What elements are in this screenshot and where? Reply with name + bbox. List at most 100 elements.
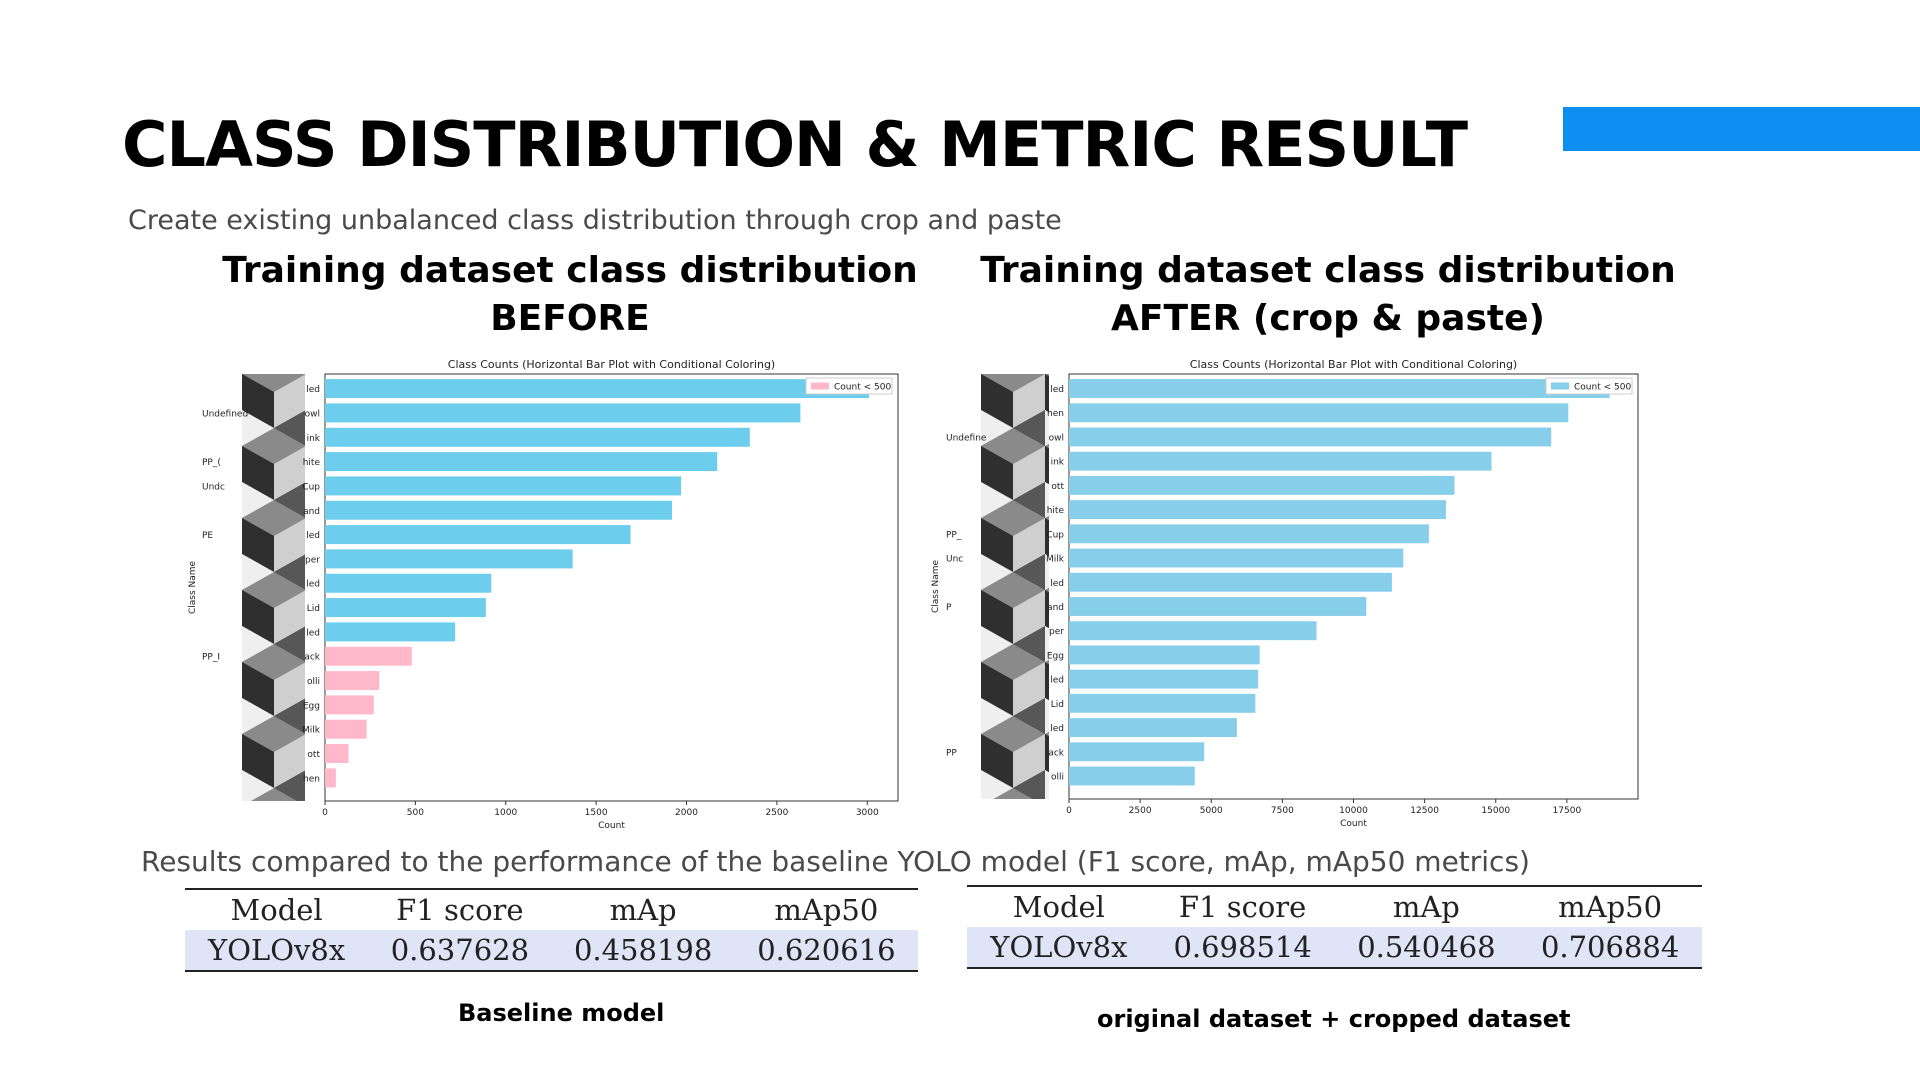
bar xyxy=(325,452,718,472)
x-tick-label: 0 xyxy=(322,808,328,818)
heading-after: Training dataset class distribution AFTE… xyxy=(928,247,1728,343)
cell-map50: 0.620616 xyxy=(757,933,896,967)
category-label: led xyxy=(1050,579,1064,589)
heading-before-line2: BEFORE xyxy=(490,298,650,339)
category-label: and xyxy=(1047,603,1064,613)
x-tick-label: 1000 xyxy=(494,808,517,818)
heading-before-line1: Training dataset class distribution xyxy=(222,250,918,291)
bar xyxy=(1069,669,1259,689)
bar xyxy=(1069,621,1317,641)
bar xyxy=(1069,500,1446,520)
caption-baseline: Baseline model xyxy=(458,999,665,1027)
category-label: Milk xyxy=(302,726,321,736)
slide-title: CLASS DISTRIBUTION & METRIC RESULT xyxy=(122,108,1468,181)
chart-before: Class Counts (Horizontal Bar Plot with C… xyxy=(188,358,899,831)
bar xyxy=(1069,427,1552,447)
category-label: hite xyxy=(1047,506,1065,516)
x-axis-label: Count xyxy=(598,821,625,831)
x-tick-label: 2000 xyxy=(675,808,698,818)
caption-crop: original dataset + cropped dataset xyxy=(1097,1005,1571,1033)
x-tick-label: 1500 xyxy=(585,808,608,818)
chart-after: Class Counts (Horizontal Bar Plot with C… xyxy=(931,358,1639,829)
bar xyxy=(325,549,573,569)
header-model: Model xyxy=(230,893,323,927)
category-label-left: PP_ xyxy=(946,530,962,540)
cell-f1: 0.698514 xyxy=(1173,930,1312,964)
table-row: YOLOv8x 0.637628 0.458198 0.620616 xyxy=(185,930,918,971)
bar xyxy=(325,500,673,520)
label-image-strip xyxy=(981,374,1049,799)
slide-subtitle: Create existing unbalanced class distrib… xyxy=(128,205,1062,236)
category-label: led xyxy=(306,628,320,638)
bar xyxy=(325,695,374,715)
metrics-table-crop: Model F1 score mAp mAp50 YOLOv8x 0.69851… xyxy=(967,885,1702,969)
table-header-row: Model F1 score mAp mAp50 xyxy=(185,889,918,930)
category-label: led xyxy=(306,531,320,541)
legend-box xyxy=(805,377,893,395)
bar xyxy=(325,744,349,764)
legend-label: Count < 500 xyxy=(1574,383,1631,393)
x-tick-label: 500 xyxy=(407,808,424,818)
legend-label: Count < 500 xyxy=(834,383,891,393)
category-label: led xyxy=(1050,676,1064,686)
bar xyxy=(325,427,750,447)
header-map: mAp xyxy=(1392,890,1460,924)
table-row: YOLOv8x 0.698514 0.540468 0.706884 xyxy=(967,927,1702,968)
category-label: ack xyxy=(1048,748,1064,758)
category-label-left: PP xyxy=(946,748,957,758)
x-axis-label: Count xyxy=(1340,819,1367,829)
header-model: Model xyxy=(1012,890,1105,924)
category-label: ott xyxy=(307,750,320,760)
category-label: Lid xyxy=(1051,700,1064,710)
category-label: per xyxy=(305,555,320,565)
category-label: olli xyxy=(1051,772,1064,782)
category-label: Egg xyxy=(303,701,320,711)
legend-swatch xyxy=(811,382,829,390)
cell-model: YOLOv8x xyxy=(208,933,346,967)
header-map: mAp xyxy=(609,893,677,927)
bar xyxy=(1069,451,1492,471)
bar xyxy=(325,379,870,399)
bar xyxy=(1069,524,1429,544)
category-label: hen xyxy=(1047,409,1064,419)
chart-title: Class Counts (Horizontal Bar Plot with C… xyxy=(448,358,775,371)
category-label-left: Unc xyxy=(946,555,963,565)
heading-after-line1: Training dataset class distribution xyxy=(980,250,1676,291)
category-label: hite xyxy=(303,458,321,468)
x-tick-label: 17500 xyxy=(1553,806,1582,816)
category-label: ink xyxy=(307,434,321,444)
bar xyxy=(1069,379,1610,398)
category-label: Cup xyxy=(302,482,320,492)
x-tick-label: 2500 xyxy=(1129,806,1152,816)
category-label: Cup xyxy=(1046,530,1064,540)
cell-map: 0.458198 xyxy=(573,933,713,967)
bar xyxy=(1069,766,1195,786)
header-map50: mAp50 xyxy=(774,893,879,927)
header-map50: mAp50 xyxy=(1558,890,1663,924)
legend-swatch xyxy=(1551,382,1569,390)
bar xyxy=(1069,548,1404,568)
category-label: and xyxy=(303,507,320,517)
heading-before: Training dataset class distribution BEFO… xyxy=(170,247,970,343)
bar xyxy=(1069,645,1260,665)
category-label: ott xyxy=(1051,482,1064,492)
category-label: ack xyxy=(304,653,320,663)
x-tick-label: 10000 xyxy=(1339,806,1368,816)
category-label: led xyxy=(1050,385,1064,395)
bar xyxy=(325,403,801,423)
category-label: led xyxy=(306,580,320,590)
bar xyxy=(325,476,682,496)
category-label: owl xyxy=(1049,433,1064,443)
bar xyxy=(325,598,486,618)
category-label: hen xyxy=(303,774,320,784)
cell-model: YOLOv8x xyxy=(990,930,1128,964)
bar xyxy=(1069,475,1455,495)
x-tick-label: 15000 xyxy=(1481,806,1510,816)
category-label: olli xyxy=(307,677,320,687)
bar xyxy=(1069,597,1367,616)
y-axis-label: Class Name xyxy=(188,560,198,614)
y-axis-label: Class Name xyxy=(931,559,941,613)
accent-bar xyxy=(1563,107,1920,151)
category-label-left: Undefined xyxy=(202,409,248,419)
bar xyxy=(325,646,412,666)
